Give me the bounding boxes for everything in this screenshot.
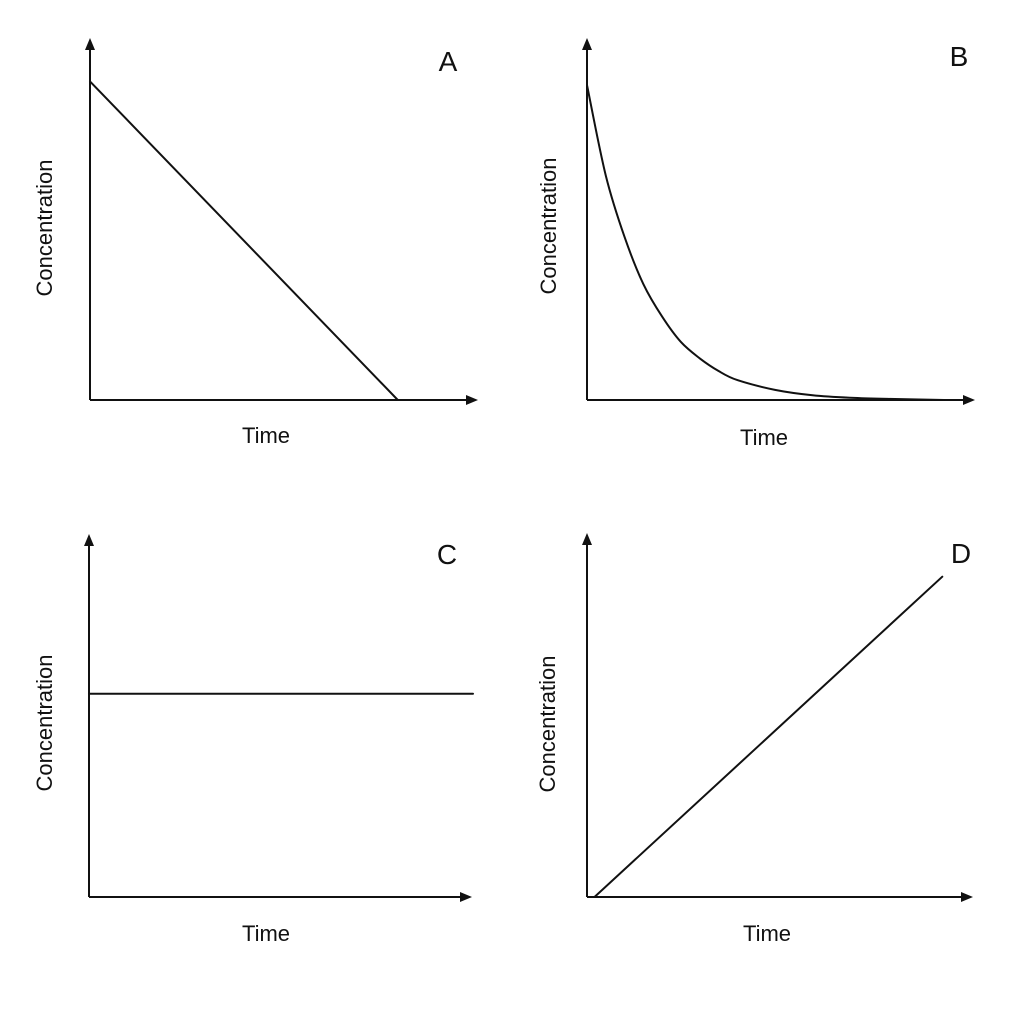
y-axis-label: Concentration: [32, 655, 57, 792]
series-line: [593, 575, 944, 898]
series-line: [89, 80, 399, 401]
x-axis-label: Time: [242, 921, 290, 946]
panel-letter: B: [950, 41, 969, 72]
y-axis-arrow: [582, 38, 592, 50]
y-axis-arrow: [582, 533, 592, 545]
y-axis-label: Concentration: [32, 160, 57, 297]
x-axis-arrow: [961, 892, 973, 902]
panel-letter: A: [439, 46, 458, 77]
panel-letter: C: [437, 539, 457, 570]
panel-a: A Time Concentration: [32, 38, 478, 448]
y-axis-label: Concentration: [535, 656, 560, 793]
x-axis-arrow: [466, 395, 478, 405]
x-axis-label: Time: [242, 423, 290, 448]
y-axis-arrow: [85, 38, 95, 50]
x-axis-arrow: [963, 395, 975, 405]
panel-d: D Time Concentration: [535, 533, 973, 946]
series-line: [586, 84, 946, 401]
x-axis-label: Time: [740, 425, 788, 450]
panel-b: B Time Concentration: [536, 38, 975, 450]
panel-letter: D: [951, 538, 971, 569]
panel-c: C Time Concentration: [32, 534, 474, 946]
x-axis-arrow: [460, 892, 472, 902]
y-axis-arrow: [84, 534, 94, 546]
y-axis-label: Concentration: [536, 158, 561, 295]
x-axis-label: Time: [743, 921, 791, 946]
